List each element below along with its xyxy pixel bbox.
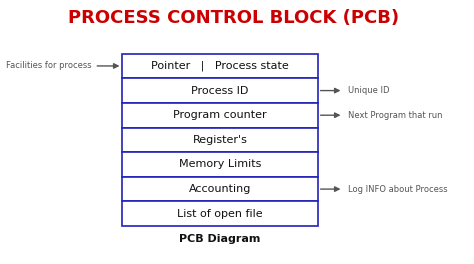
Text: Program counter: Program counter xyxy=(173,110,267,120)
Bar xyxy=(122,201,318,226)
Text: Accounting: Accounting xyxy=(189,184,251,194)
Text: List of open file: List of open file xyxy=(177,209,263,219)
Text: Register's: Register's xyxy=(192,135,247,145)
Text: Log INFO about Process: Log INFO about Process xyxy=(348,185,447,194)
Text: Pointer   |   Process state: Pointer | Process state xyxy=(151,61,289,71)
Bar xyxy=(122,128,318,152)
Text: Memory Limits: Memory Limits xyxy=(179,159,261,169)
Bar xyxy=(122,103,318,128)
Bar xyxy=(122,177,318,201)
Text: PROCESS CONTROL BLOCK (PCB): PROCESS CONTROL BLOCK (PCB) xyxy=(68,9,400,27)
Bar xyxy=(122,78,318,103)
Text: Facilities for process: Facilities for process xyxy=(6,62,118,70)
Text: Next Program that run: Next Program that run xyxy=(348,111,443,120)
Text: Unique ID: Unique ID xyxy=(348,86,390,95)
Text: Process ID: Process ID xyxy=(191,86,249,96)
Text: PCB Diagram: PCB Diagram xyxy=(179,234,261,244)
Bar xyxy=(122,152,318,177)
Bar xyxy=(122,54,318,78)
